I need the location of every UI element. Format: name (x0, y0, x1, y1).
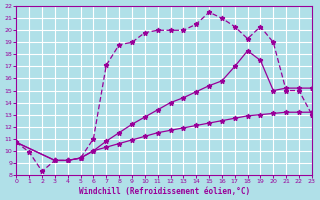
X-axis label: Windchill (Refroidissement éolien,°C): Windchill (Refroidissement éolien,°C) (78, 187, 250, 196)
